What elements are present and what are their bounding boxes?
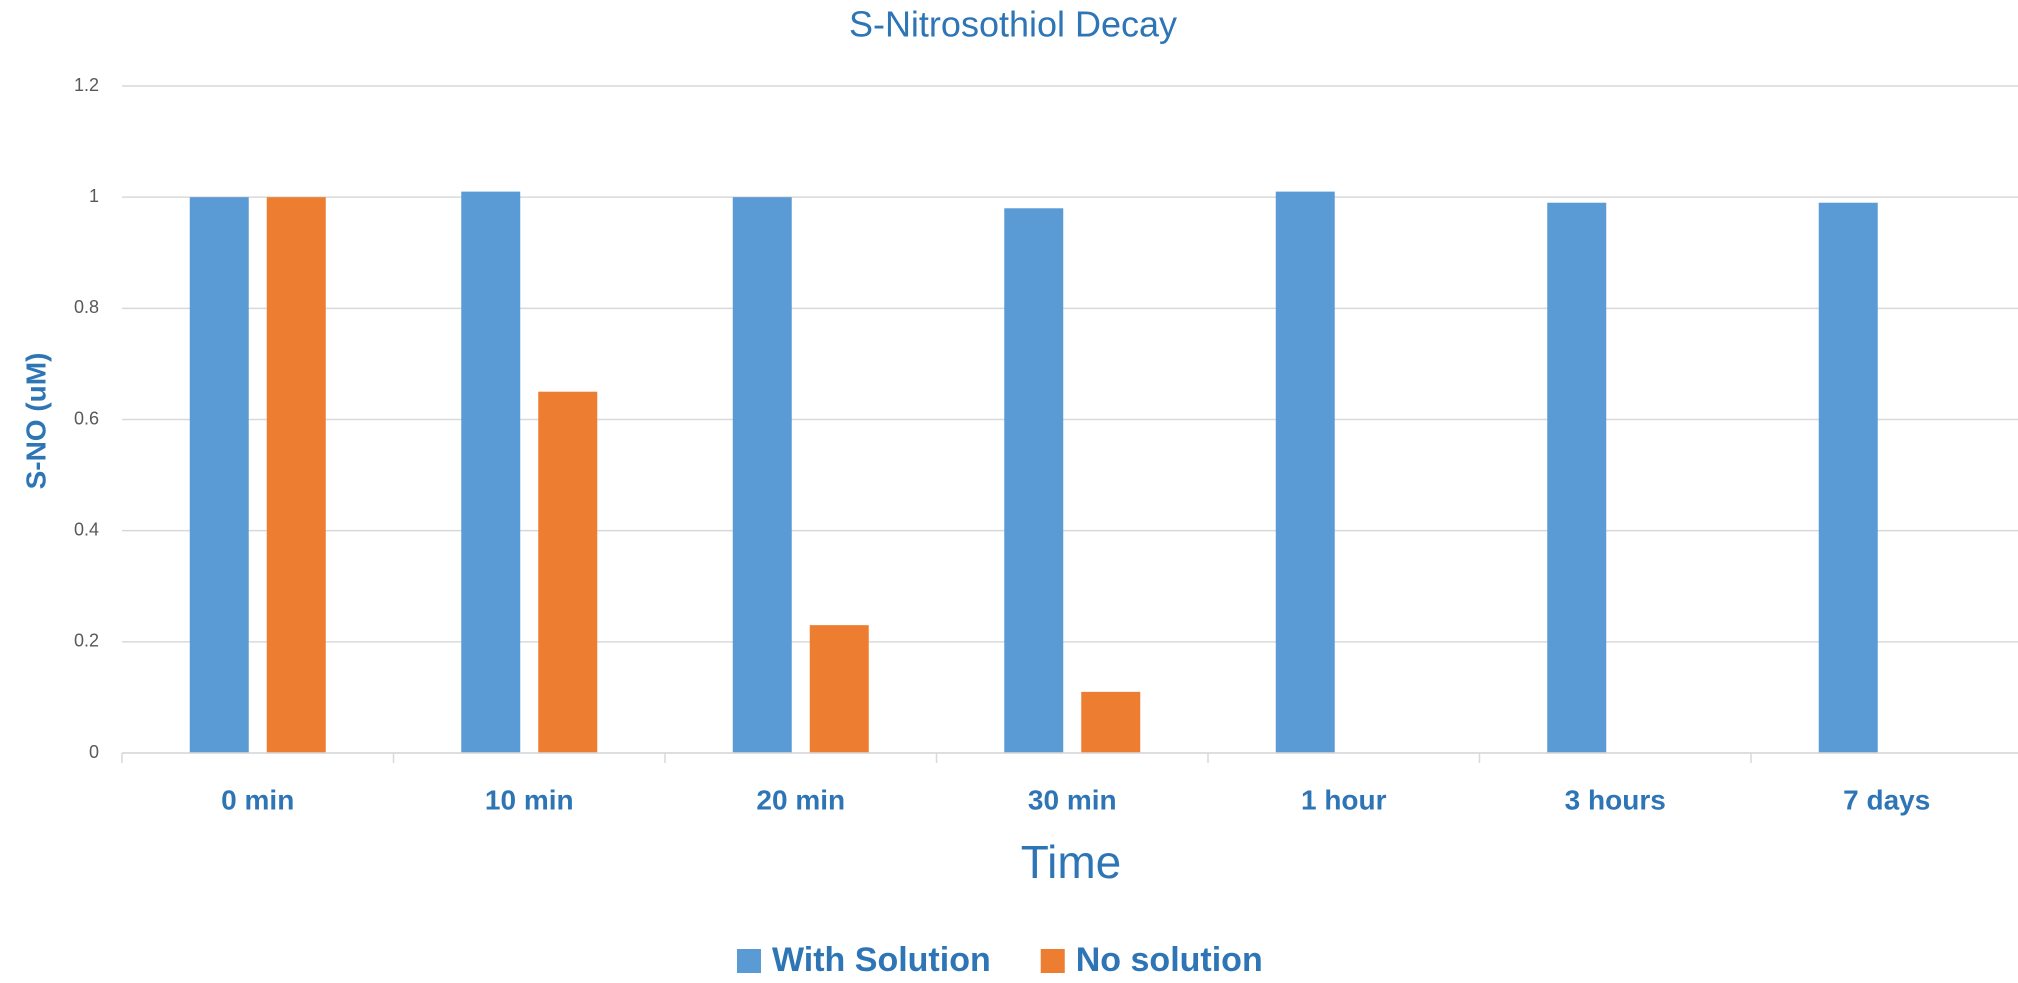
x-axis-title: Time xyxy=(1021,836,1122,888)
legend-swatch xyxy=(1040,949,1065,973)
chart-title: S-Nitrosothiol Decay xyxy=(849,4,1177,45)
bar xyxy=(1004,208,1064,754)
bar xyxy=(461,191,521,753)
y-tick-label: 1.2 xyxy=(74,75,99,95)
y-tick-label: 0.2 xyxy=(74,631,99,651)
x-tick-label: 1 hour xyxy=(1301,784,1387,815)
x-tick-label: 30 min xyxy=(1028,784,1117,815)
bar xyxy=(1081,691,1141,753)
bar xyxy=(1547,202,1607,754)
bar xyxy=(809,625,869,753)
x-tick-label: 0 min xyxy=(221,784,294,815)
bar xyxy=(1818,202,1878,754)
legend-label: With Solution xyxy=(772,941,991,979)
bar xyxy=(1275,191,1335,753)
x-tick-label: 10 min xyxy=(485,784,574,815)
x-tick-label: 7 days xyxy=(1843,784,1930,815)
x-tick-label: 20 min xyxy=(756,784,845,815)
legend-swatch xyxy=(737,949,761,973)
bar xyxy=(266,197,326,753)
bar xyxy=(732,197,792,753)
y-tick-label: 0.4 xyxy=(74,519,99,539)
bar xyxy=(189,197,249,753)
y-tick-label: 0 xyxy=(89,742,99,762)
y-tick-label: 0.8 xyxy=(74,297,99,317)
y-axis-title: S-NO (uM) xyxy=(20,353,51,490)
x-tick-label: 3 hours xyxy=(1565,784,1666,815)
legend-label: No solution xyxy=(1076,941,1263,979)
bar xyxy=(538,391,598,753)
y-tick-label: 1 xyxy=(89,186,99,206)
y-tick-label: 0.6 xyxy=(74,408,99,428)
